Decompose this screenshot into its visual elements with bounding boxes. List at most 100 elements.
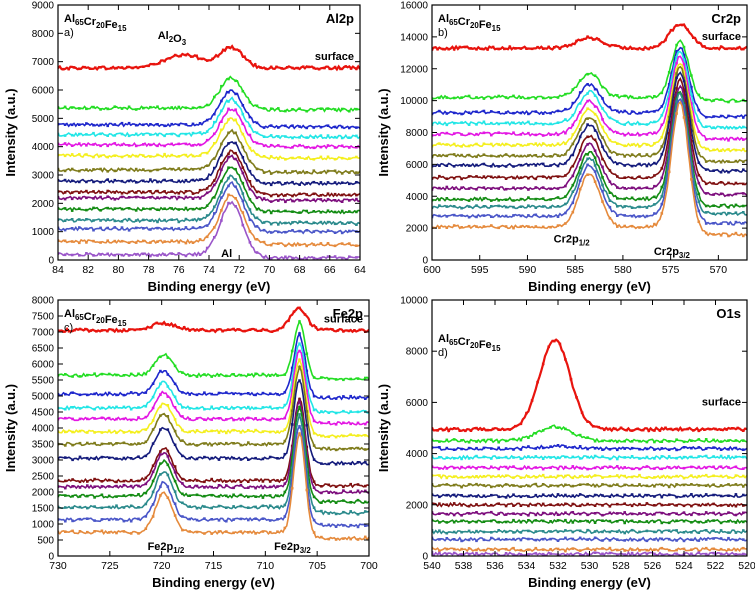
data-point — [719, 474, 723, 478]
data-point — [99, 108, 102, 111]
data-point — [333, 146, 337, 149]
data-point — [291, 180, 294, 184]
data-point — [660, 105, 664, 108]
data-point — [438, 446, 441, 449]
data-point — [225, 391, 228, 394]
data-point — [290, 466, 294, 470]
data-point — [198, 167, 202, 171]
data-point — [64, 486, 67, 490]
data-point — [217, 458, 221, 461]
data-point — [150, 326, 153, 329]
data-point — [742, 138, 745, 141]
data-point — [326, 209, 330, 212]
y-tick-label: 1000 — [32, 227, 55, 238]
data-point — [636, 47, 639, 51]
data-point — [719, 181, 723, 184]
data-point — [166, 385, 170, 388]
data-point — [438, 121, 441, 125]
data-point — [690, 439, 693, 442]
data-point — [682, 116, 686, 119]
data-point — [269, 231, 273, 234]
data-point — [469, 429, 473, 432]
data-point — [142, 123, 145, 127]
data-point — [177, 179, 181, 183]
data-point — [667, 161, 671, 165]
data-point — [623, 531, 626, 535]
data-point — [504, 504, 508, 508]
data-point — [504, 153, 508, 156]
data-point — [638, 457, 641, 460]
data-point — [564, 222, 567, 225]
data-point — [616, 448, 619, 452]
data-point — [549, 548, 552, 551]
data-point — [445, 226, 449, 229]
data-point — [78, 480, 82, 484]
data-point — [497, 122, 500, 126]
data-point — [254, 532, 257, 535]
data-point — [623, 447, 626, 450]
data-point — [482, 197, 486, 200]
data-point — [248, 100, 252, 104]
data-point — [120, 66, 124, 69]
y-tick-label: 2500 — [32, 472, 55, 483]
data-point — [312, 506, 316, 509]
data-point — [227, 184, 230, 188]
data-point — [482, 494, 486, 498]
data-point — [115, 531, 118, 535]
data-point — [527, 112, 530, 116]
data-point — [85, 107, 88, 111]
data-point — [571, 133, 575, 136]
data-point — [467, 512, 471, 515]
data-point — [179, 54, 182, 58]
data-point — [248, 60, 252, 63]
data-point — [680, 428, 684, 432]
data-point — [623, 205, 626, 208]
data-point — [445, 177, 449, 180]
data-point — [298, 306, 301, 310]
data-point — [137, 517, 140, 521]
data-point — [283, 526, 287, 530]
data-point — [234, 151, 237, 155]
data-point — [129, 519, 133, 523]
data-point — [326, 134, 330, 137]
data-point — [159, 355, 162, 359]
panel-title: O1s — [716, 306, 741, 321]
series-group — [432, 23, 747, 238]
x-axis-label: Binding energy (eV) — [152, 575, 275, 590]
data-point — [115, 504, 118, 507]
data-point — [255, 179, 259, 182]
data-point — [78, 180, 81, 184]
data-point — [712, 493, 715, 497]
data-point — [734, 446, 738, 450]
data-point — [504, 225, 508, 228]
data-point — [667, 107, 671, 110]
data-point — [667, 83, 671, 86]
data-point — [334, 397, 338, 400]
data-point — [151, 428, 155, 431]
data-point — [623, 123, 626, 126]
data-point — [697, 465, 701, 469]
data-point — [682, 79, 686, 83]
data-point — [586, 72, 589, 76]
data-point — [326, 242, 330, 245]
y-tick-label: 4000 — [32, 142, 55, 153]
data-point — [432, 155, 434, 159]
data-point — [173, 406, 177, 409]
data-point — [241, 122, 245, 126]
data-point — [475, 446, 478, 450]
data-point — [490, 215, 493, 218]
data-point — [452, 111, 456, 115]
data-point — [460, 530, 463, 534]
data-point — [438, 467, 441, 470]
data-point — [645, 465, 649, 468]
data-point — [340, 256, 344, 260]
data-point — [527, 196, 530, 199]
data-point — [312, 108, 316, 112]
series-line — [432, 39, 747, 103]
data-point — [593, 521, 597, 524]
data-point — [571, 210, 575, 214]
data-point — [630, 95, 634, 99]
data-point — [349, 67, 353, 70]
data-point — [92, 180, 95, 184]
data-point — [432, 134, 434, 137]
